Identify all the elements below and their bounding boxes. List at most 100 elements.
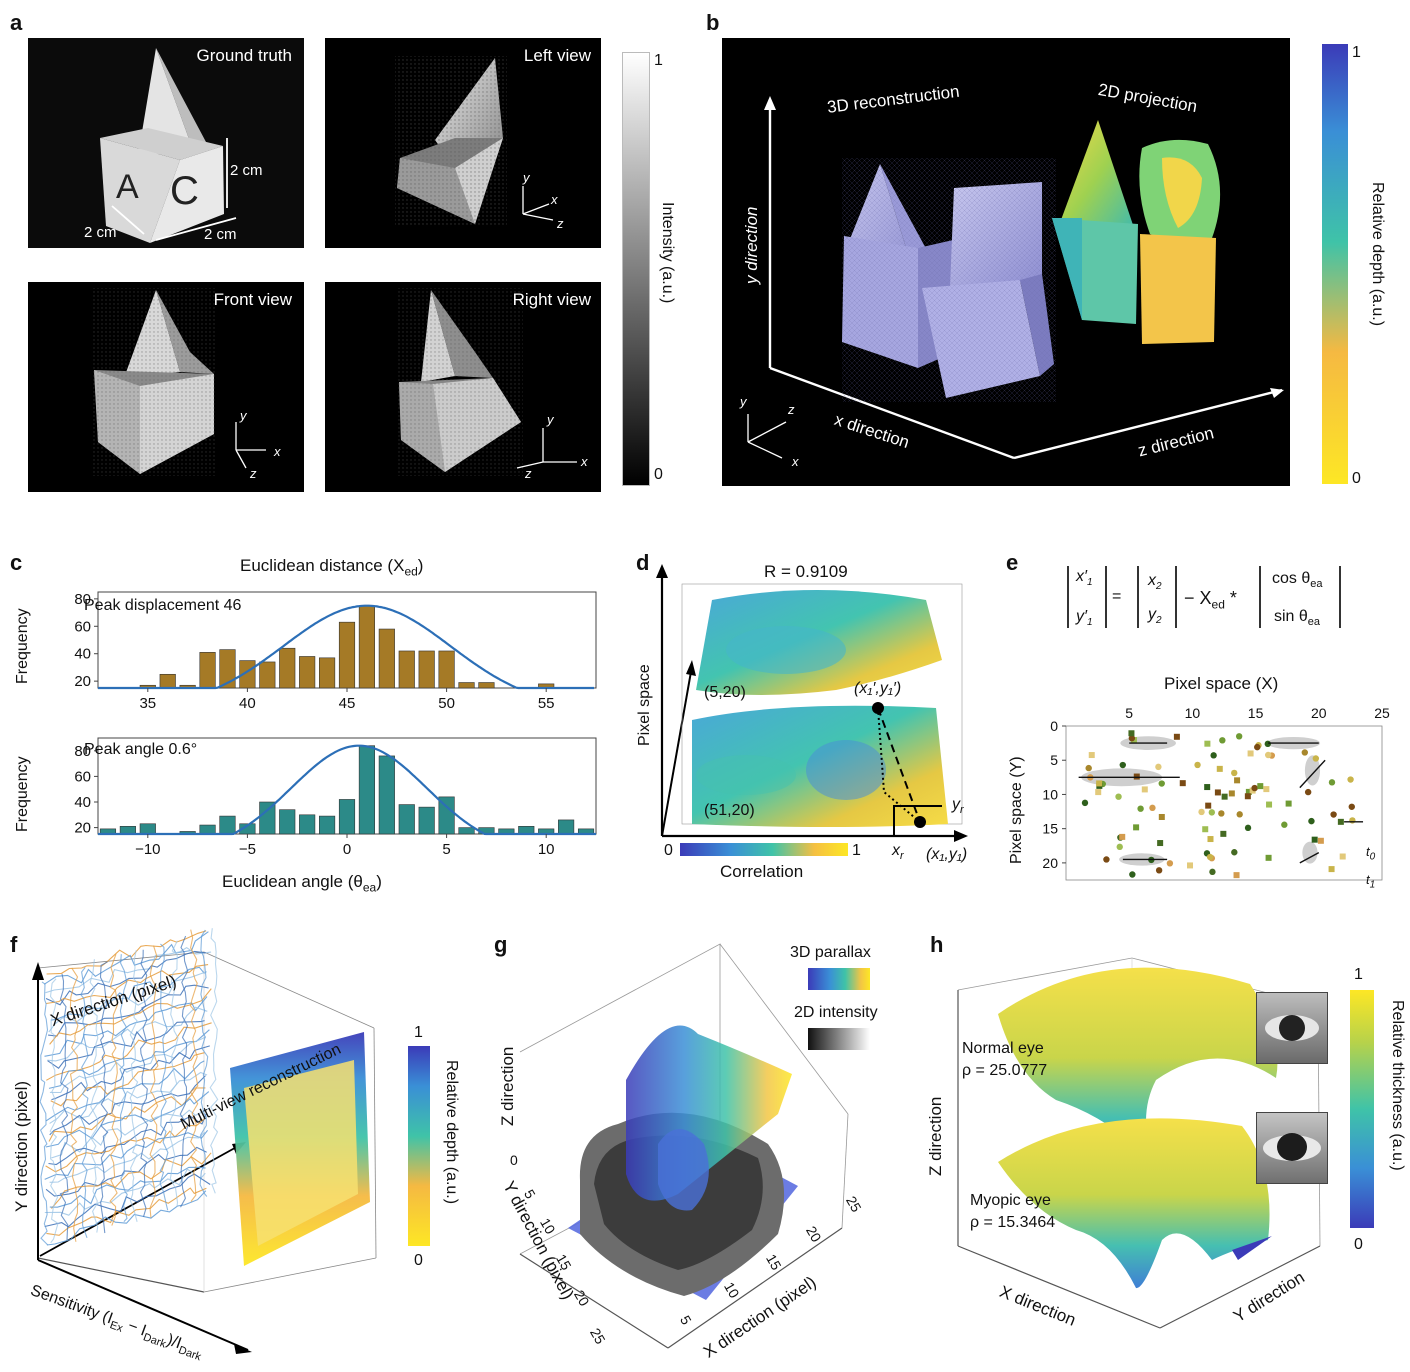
feature-point bbox=[1244, 824, 1252, 832]
correlation-colorbar-max: 1 bbox=[852, 842, 861, 859]
feature-point bbox=[1264, 740, 1271, 748]
reconstruction-view: 3D reconstruction 2D projection y direct… bbox=[722, 38, 1290, 486]
panel-label-g: g bbox=[494, 932, 508, 957]
g-legend-parallax-swatch bbox=[808, 968, 870, 990]
wireframe-line bbox=[69, 967, 79, 1242]
d-point-5-20: (5,20) bbox=[704, 684, 746, 701]
wireframe-line bbox=[48, 1112, 208, 1166]
e-title: Pixel space (X) bbox=[1164, 674, 1279, 693]
front-axis-y: y bbox=[240, 408, 247, 423]
feature-point bbox=[1081, 799, 1089, 807]
feature-point bbox=[1155, 763, 1162, 771]
myopic-eye-rho: ρ = 15.3464 bbox=[970, 1214, 1056, 1231]
eq-x1-prime: x′1 bbox=[1076, 568, 1093, 589]
wireframe-line bbox=[51, 1107, 211, 1159]
feature-point bbox=[1328, 866, 1335, 873]
wireframe-line bbox=[159, 943, 169, 1211]
front-axis-z: z bbox=[250, 466, 257, 481]
d-yr-label: yr bbox=[952, 796, 964, 817]
histogram-bar bbox=[518, 826, 535, 835]
hist-top-ylabel: Frequency bbox=[14, 608, 31, 684]
wireframe-line bbox=[199, 929, 209, 1197]
feature-point bbox=[1337, 818, 1344, 825]
feature-point bbox=[1244, 793, 1251, 800]
feature-point bbox=[1096, 780, 1103, 787]
feature-point bbox=[1128, 730, 1135, 737]
feature-point bbox=[1158, 780, 1165, 787]
feature-point bbox=[1095, 789, 1102, 796]
wireframe-line bbox=[50, 1152, 212, 1209]
parallax-surface bbox=[519, 943, 849, 1349]
wireframe-line bbox=[44, 996, 208, 1057]
left-view-axes bbox=[522, 186, 554, 221]
gaussian-fit-line bbox=[98, 604, 594, 690]
depth-colorbar-b-label: Relative depth (a.u.) bbox=[1369, 182, 1386, 327]
feature-point bbox=[1245, 788, 1252, 795]
x-tick-label: 35 bbox=[139, 695, 156, 712]
wireframe-line bbox=[50, 1052, 205, 1107]
histogram-angle: −10 −5 0 5 10 80 60 40 20 bbox=[74, 737, 597, 858]
histogram-bar bbox=[398, 804, 415, 835]
histogram-bar bbox=[438, 650, 455, 689]
intensity-colorbar-min: 0 bbox=[654, 466, 663, 483]
feature-point bbox=[1317, 837, 1324, 844]
e-t0: t0 bbox=[1366, 844, 1376, 863]
feature-point bbox=[1187, 862, 1194, 869]
histogram-bar bbox=[319, 815, 336, 835]
wireframe-line bbox=[43, 931, 209, 985]
wireframe-line bbox=[47, 1020, 205, 1069]
feature-point bbox=[1249, 787, 1256, 794]
feature-point bbox=[1137, 805, 1144, 812]
feature-point bbox=[1119, 761, 1126, 769]
feature-point bbox=[1308, 817, 1315, 825]
feature-point bbox=[1085, 764, 1092, 772]
feature-point bbox=[1265, 854, 1272, 861]
dim-width1-label: 2 cm bbox=[84, 224, 117, 241]
view-title-ground-truth: Ground truth bbox=[196, 46, 292, 65]
motion-vector bbox=[1299, 852, 1320, 864]
hist-bottom-ylabel: Frequency bbox=[14, 756, 31, 832]
correlation-colorbar-label: Correlation bbox=[720, 862, 804, 881]
y-tick-label: 60 bbox=[74, 768, 91, 785]
correlation-colorbar-min: 0 bbox=[664, 842, 673, 859]
feature-point bbox=[1251, 784, 1258, 792]
normal-eye-rho: ρ = 25.0777 bbox=[962, 1062, 1048, 1079]
feature-point bbox=[1247, 750, 1254, 757]
wireframe-line bbox=[149, 945, 159, 1218]
wireframe-line bbox=[169, 940, 179, 1207]
feature-point bbox=[1234, 777, 1241, 784]
x-tick-label: 5 bbox=[1125, 705, 1133, 721]
panel-label-a: a bbox=[10, 10, 23, 35]
wireframe-line bbox=[129, 950, 139, 1222]
d-point-51-20: (51,20) bbox=[704, 802, 755, 819]
feature-point bbox=[1281, 821, 1288, 828]
histogram-bar bbox=[299, 814, 316, 835]
feature-point bbox=[1236, 811, 1243, 818]
panel-label-d: d bbox=[636, 550, 650, 575]
front-view-shape bbox=[92, 288, 266, 476]
ground-truth-shape: A C bbox=[100, 48, 237, 243]
feature-point bbox=[1347, 776, 1354, 783]
g-z-axis-label: Z direction bbox=[498, 1046, 517, 1126]
wireframe-line bbox=[209, 928, 219, 1194]
cube-letter-c: C bbox=[170, 169, 199, 213]
x-tick-label: 50 bbox=[438, 695, 455, 712]
feature-point bbox=[1285, 800, 1292, 807]
y-tick-label: 15 bbox=[1042, 821, 1058, 837]
dim-width2-label: 2 cm bbox=[204, 226, 237, 243]
histogram-bar bbox=[159, 673, 176, 689]
gaussian-fit-line bbox=[98, 744, 596, 836]
wireframe-line bbox=[189, 929, 199, 1202]
right-axis-x: x bbox=[581, 454, 588, 469]
feature-point bbox=[1311, 836, 1318, 843]
x-tick-label: −10 bbox=[135, 841, 160, 858]
x-tick-label: 55 bbox=[538, 695, 555, 712]
intensity-colorbar-label: Intensity (a.u.) bbox=[659, 202, 676, 304]
view-title-left: Left view bbox=[523, 46, 591, 65]
wireframe-line bbox=[79, 967, 89, 1238]
g-z0-tick: 0 bbox=[510, 1152, 518, 1168]
histogram-bar bbox=[358, 745, 375, 835]
x-tick-label: 5 bbox=[442, 841, 450, 858]
depth-colorbar-b-min: 0 bbox=[1352, 470, 1361, 487]
feature-point bbox=[1205, 802, 1212, 809]
